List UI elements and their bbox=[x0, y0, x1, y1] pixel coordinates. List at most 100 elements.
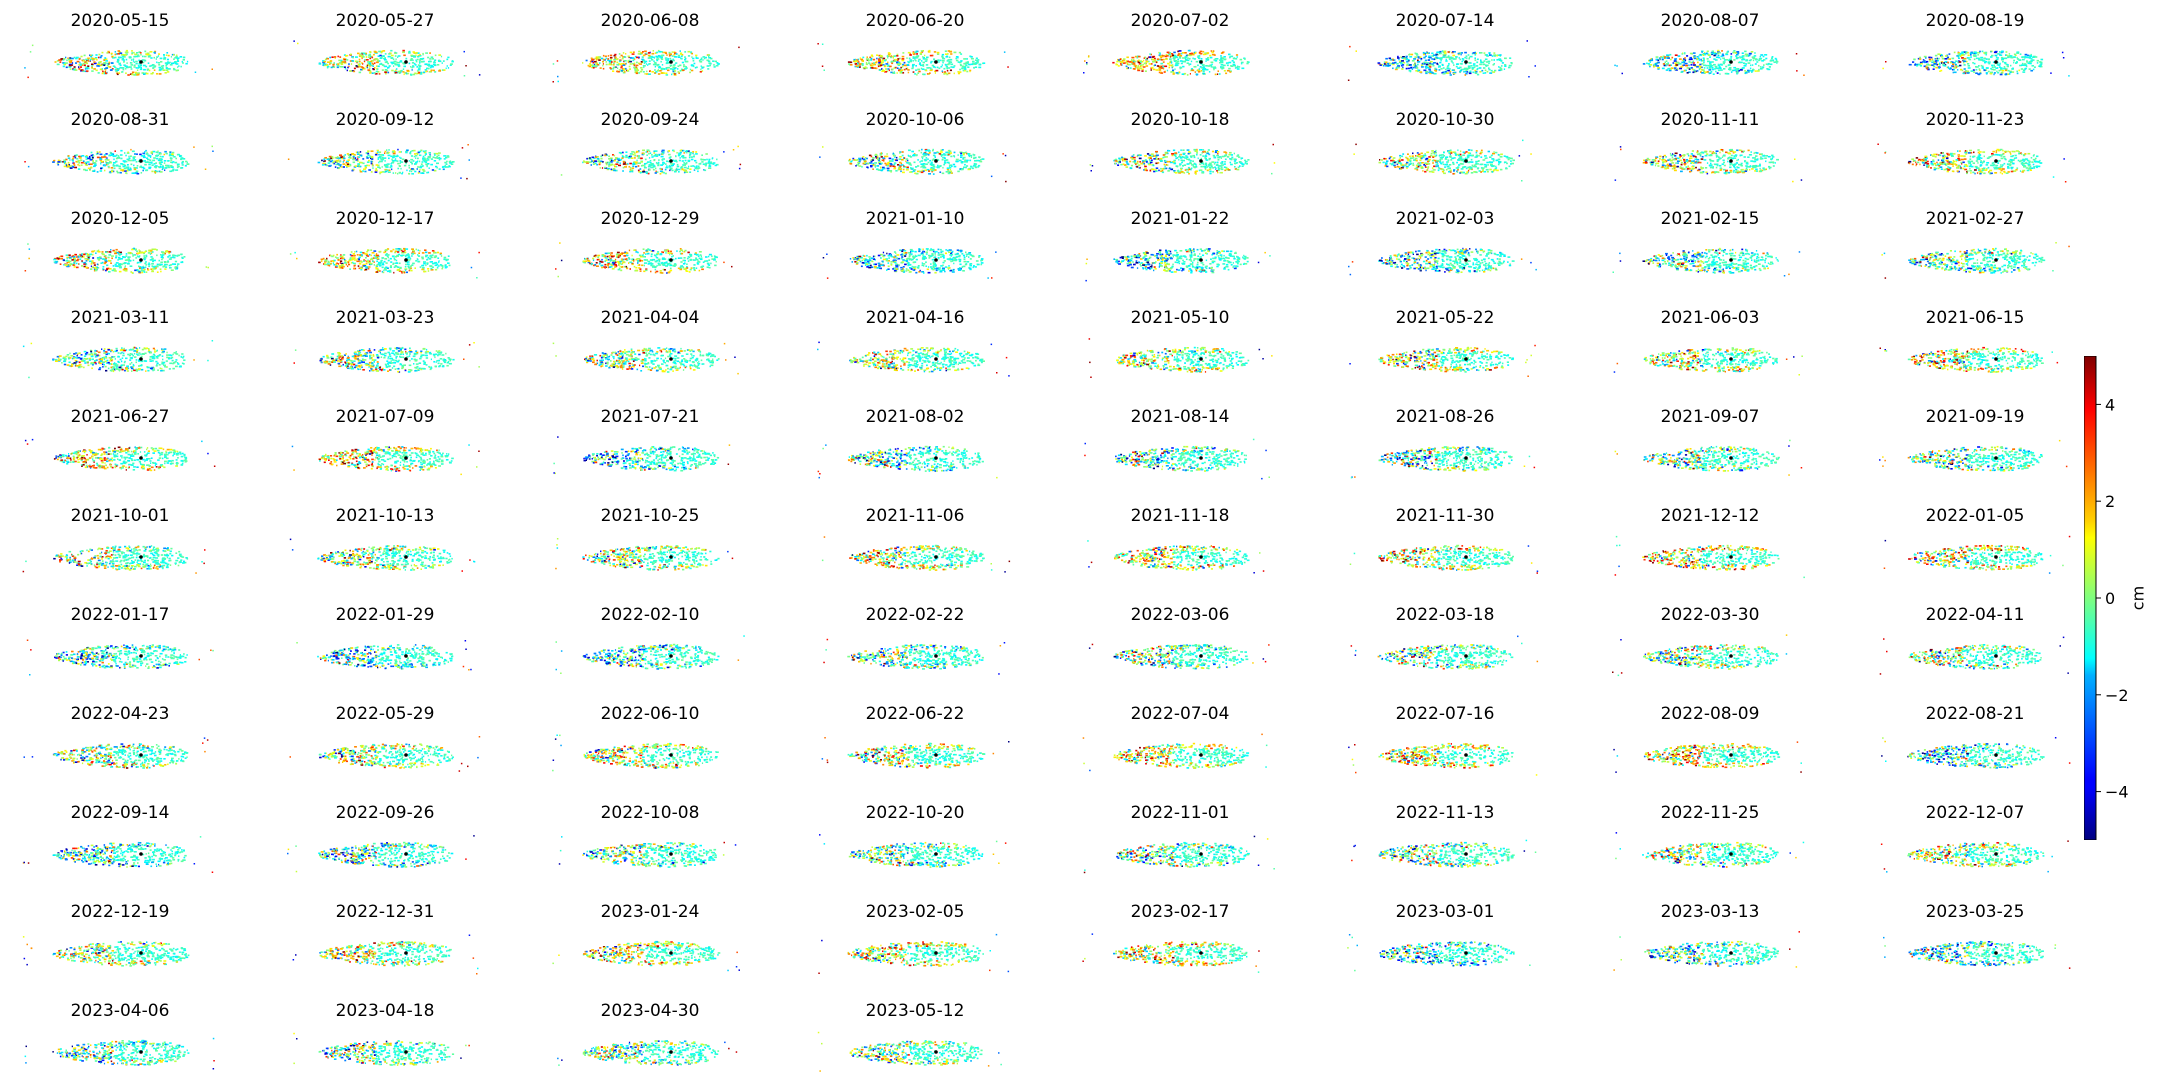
pixel bbox=[1957, 56, 1960, 58]
pixel bbox=[349, 164, 352, 167]
pixel bbox=[873, 67, 877, 69]
pixel bbox=[929, 54, 933, 57]
pixel bbox=[693, 169, 696, 171]
pixel bbox=[1154, 59, 1156, 62]
pixel bbox=[1474, 54, 1477, 56]
pixel bbox=[1151, 66, 1154, 69]
pixel bbox=[438, 59, 441, 62]
pixel bbox=[369, 57, 371, 60]
pixel bbox=[1388, 57, 1391, 60]
pixel bbox=[1464, 67, 1467, 70]
pixel bbox=[650, 57, 653, 60]
pixel bbox=[153, 56, 155, 59]
pixel bbox=[177, 60, 180, 62]
pixel bbox=[125, 154, 127, 157]
pixel bbox=[953, 51, 957, 54]
pixel bbox=[120, 157, 123, 160]
pixel bbox=[1917, 57, 1920, 60]
pixel bbox=[668, 55, 671, 57]
pixel bbox=[375, 58, 378, 60]
pixel bbox=[1967, 65, 1970, 67]
pixel bbox=[1456, 63, 1459, 65]
pixel bbox=[1236, 56, 1238, 58]
pixel bbox=[426, 67, 429, 70]
pixel bbox=[1748, 69, 1752, 72]
pixel bbox=[1459, 62, 1462, 65]
pixel bbox=[899, 57, 901, 60]
pixel bbox=[676, 165, 680, 168]
displacement-map bbox=[1083, 49, 1250, 76]
pixel bbox=[879, 161, 882, 163]
pixel bbox=[318, 63, 322, 65]
pixel bbox=[704, 163, 707, 166]
pixel bbox=[1482, 72, 1485, 74]
pixel bbox=[641, 153, 644, 156]
pixel bbox=[58, 59, 60, 61]
pixel bbox=[1452, 58, 1455, 60]
pixel bbox=[2022, 58, 2025, 61]
pixel bbox=[1455, 56, 1457, 59]
pixel bbox=[1997, 63, 1999, 65]
pixel bbox=[861, 63, 864, 65]
pixel bbox=[136, 172, 140, 175]
pixel bbox=[921, 165, 924, 167]
pixel bbox=[666, 54, 668, 56]
pixel bbox=[118, 63, 121, 65]
pixel bbox=[358, 65, 362, 68]
pixel bbox=[1388, 62, 1391, 65]
pixel bbox=[1447, 64, 1450, 67]
pixel bbox=[366, 157, 369, 159]
pixel bbox=[341, 66, 344, 68]
outlier-pixel bbox=[27, 76, 29, 79]
pixel bbox=[152, 150, 156, 153]
pixel bbox=[333, 56, 337, 58]
pixel bbox=[130, 64, 133, 66]
pixel bbox=[446, 166, 449, 168]
pixel bbox=[68, 165, 71, 168]
pixel bbox=[915, 50, 919, 53]
pixel bbox=[1642, 63, 1646, 65]
pixel bbox=[394, 63, 397, 65]
pixel bbox=[1983, 52, 1986, 54]
pixel bbox=[638, 62, 640, 65]
pixel bbox=[713, 64, 715, 66]
pixel bbox=[1459, 58, 1462, 61]
pixel bbox=[93, 165, 96, 168]
pixel bbox=[712, 163, 715, 165]
pixel bbox=[2024, 53, 2028, 56]
pixel bbox=[1747, 62, 1751, 64]
pixel bbox=[622, 69, 625, 71]
outlier-pixel bbox=[737, 145, 739, 148]
pixel bbox=[2023, 63, 2027, 65]
pixel bbox=[78, 63, 82, 66]
pixel bbox=[63, 62, 66, 64]
pixel bbox=[654, 52, 657, 54]
pixel bbox=[646, 70, 648, 73]
pixel bbox=[109, 170, 111, 173]
pixel bbox=[1762, 55, 1765, 58]
pixel bbox=[684, 56, 686, 58]
pixel bbox=[1683, 58, 1686, 60]
pixel bbox=[689, 171, 692, 173]
pixel bbox=[668, 157, 671, 159]
pixel bbox=[177, 66, 179, 68]
pixel bbox=[345, 164, 348, 166]
pixel bbox=[384, 160, 386, 162]
pixel bbox=[1423, 61, 1426, 64]
pixel bbox=[652, 56, 655, 59]
pixel bbox=[349, 70, 353, 72]
pixel bbox=[343, 61, 347, 63]
pixel bbox=[1726, 51, 1729, 53]
pixel bbox=[1503, 68, 1506, 70]
pixel bbox=[92, 161, 94, 164]
pixel bbox=[397, 162, 400, 165]
pixel bbox=[433, 60, 436, 63]
pixel bbox=[641, 58, 644, 61]
pixel bbox=[1160, 67, 1164, 69]
pixel bbox=[372, 65, 374, 67]
pixel bbox=[372, 68, 375, 71]
outlier-pixel bbox=[552, 81, 554, 83]
pixel bbox=[610, 159, 613, 162]
pixel bbox=[699, 58, 702, 61]
pixel bbox=[144, 161, 147, 164]
